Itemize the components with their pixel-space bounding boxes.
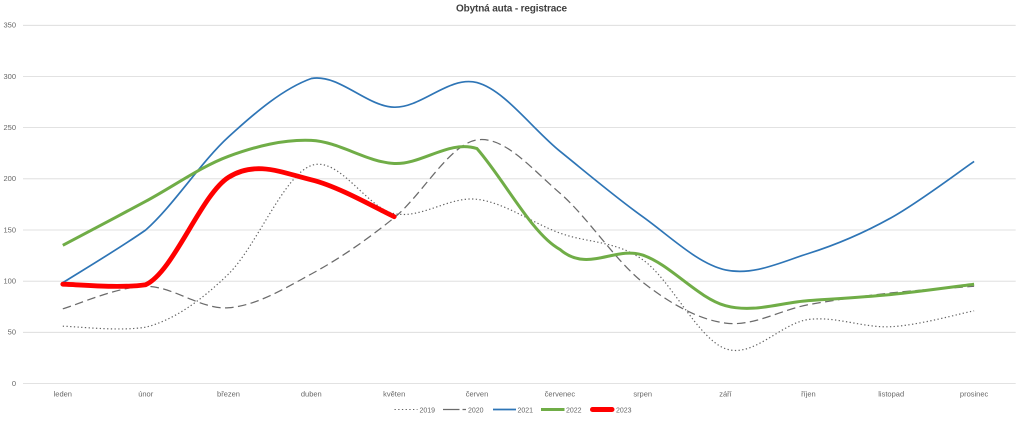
svg-text:leden: leden	[54, 389, 72, 398]
svg-text:říjen: říjen	[801, 389, 816, 398]
svg-text:350: 350	[3, 21, 16, 30]
svg-text:září: září	[719, 389, 732, 398]
svg-text:červen: červen	[466, 389, 489, 398]
svg-text:0: 0	[12, 379, 16, 388]
svg-text:únor: únor	[138, 389, 154, 398]
svg-text:srpen: srpen	[633, 389, 652, 398]
svg-text:100: 100	[3, 277, 16, 286]
svg-text:50: 50	[8, 328, 16, 337]
svg-text:březen: březen	[217, 389, 240, 398]
svg-text:prosinec: prosinec	[960, 389, 989, 398]
svg-text:150: 150	[3, 225, 16, 234]
svg-text:2022: 2022	[566, 407, 582, 414]
svg-text:listopad: listopad	[878, 389, 904, 398]
svg-text:300: 300	[3, 72, 16, 81]
svg-text:2020: 2020	[468, 407, 484, 414]
svg-text:200: 200	[3, 174, 16, 183]
svg-text:2019: 2019	[420, 407, 436, 414]
svg-text:2021: 2021	[518, 407, 534, 414]
svg-text:duben: duben	[301, 389, 322, 398]
svg-text:2023: 2023	[616, 407, 632, 414]
svg-text:250: 250	[3, 123, 16, 132]
svg-text:Obytná auta - registrace: Obytná auta - registrace	[456, 4, 567, 15]
svg-text:červenec: červenec	[545, 389, 576, 398]
svg-text:květen: květen	[383, 389, 405, 398]
